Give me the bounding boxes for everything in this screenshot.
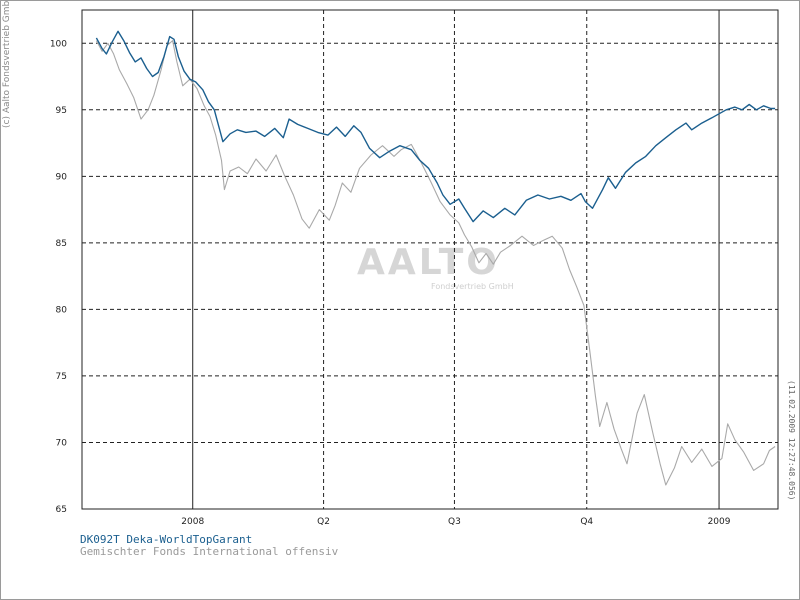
series-lines bbox=[95, 30, 776, 486]
x-tick-label-Q2: Q2 bbox=[317, 517, 330, 527]
y-tick-label-70: 70 bbox=[56, 438, 68, 448]
legend-item-fund: DK092T Deka-WorldTopGarant bbox=[80, 533, 253, 546]
plot-border bbox=[81, 9, 779, 510]
timestamp-text: (11.02.2009 12:27:48.056) bbox=[787, 380, 796, 501]
timestamp-label: (11.02.2009 12:27:48.056) bbox=[786, 380, 798, 505]
y-tick-label-90: 90 bbox=[56, 172, 68, 182]
grid bbox=[82, 10, 778, 509]
y-tick-label-85: 85 bbox=[56, 239, 67, 249]
tick-labels: 65 70 75 80 85 90 95 100 2008 Q2 Q3 Q4 2009 bbox=[50, 39, 731, 527]
series-line-fund bbox=[95, 30, 776, 223]
watermark-subtitle: Fondsvertrieb GmbH bbox=[431, 282, 514, 291]
series-line-benchmark bbox=[95, 40, 776, 486]
y-tick-label-65: 65 bbox=[56, 505, 67, 515]
x-tick-label-2009: 2009 bbox=[708, 517, 731, 527]
y-tick-label-80: 80 bbox=[56, 305, 68, 315]
y-tick-label-100: 100 bbox=[50, 39, 67, 49]
y-tick-label-75: 75 bbox=[56, 372, 67, 382]
y-tick-label-95: 95 bbox=[56, 106, 67, 116]
legend-item-benchmark: Gemischter Fonds International offensiv bbox=[80, 545, 339, 558]
x-tick-label-Q3: Q3 bbox=[448, 517, 461, 527]
x-tick-label-Q4: Q4 bbox=[580, 517, 593, 527]
x-tick-label-2008: 2008 bbox=[181, 517, 204, 527]
legend: DK092T Deka-WorldTopGarant Gemischter Fo… bbox=[80, 534, 338, 558]
